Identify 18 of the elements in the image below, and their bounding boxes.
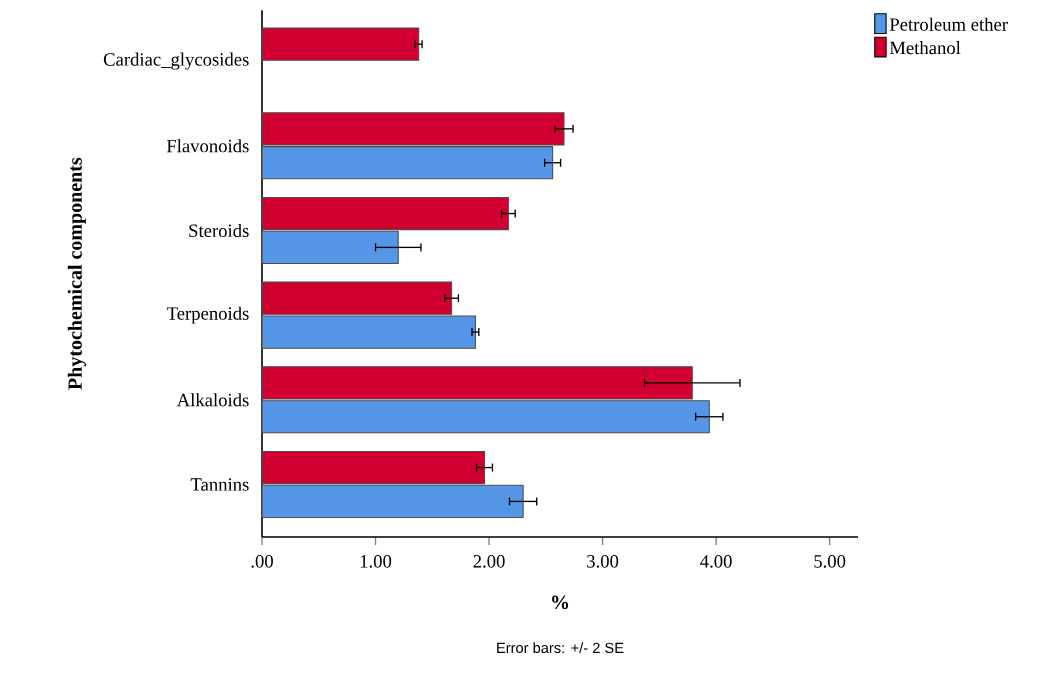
- bar: [261, 27, 420, 61]
- y-tick-label: Alkaloids: [176, 393, 249, 407]
- x-tick-label: 4.00: [700, 555, 732, 568]
- x-tick-label: 3.00: [587, 555, 619, 568]
- y-axis-title: Phytochemical components: [67, 157, 86, 390]
- x-tick-label: 5.00: [814, 555, 846, 568]
- x-tick-label: .00: [251, 555, 273, 568]
- y-tick-label: Steroids: [189, 223, 249, 238]
- y-tick-label: Flavonoids: [166, 139, 249, 153]
- legend-label: Methanol: [889, 41, 961, 55]
- x-axis-title: %: [552, 595, 569, 610]
- text: Error bars: +/- 2 SE: [497, 642, 624, 654]
- y-tick-label: Tannins: [190, 478, 249, 491]
- legend-label: Petroleum ether: [889, 17, 1008, 31]
- x-tick-label: 2.00: [473, 555, 505, 568]
- x-tick-label: 1.00: [360, 555, 392, 568]
- y-tick-label: Cardiac_glycosides: [103, 52, 249, 70]
- y-tick-label: Terpenoids: [166, 306, 249, 324]
